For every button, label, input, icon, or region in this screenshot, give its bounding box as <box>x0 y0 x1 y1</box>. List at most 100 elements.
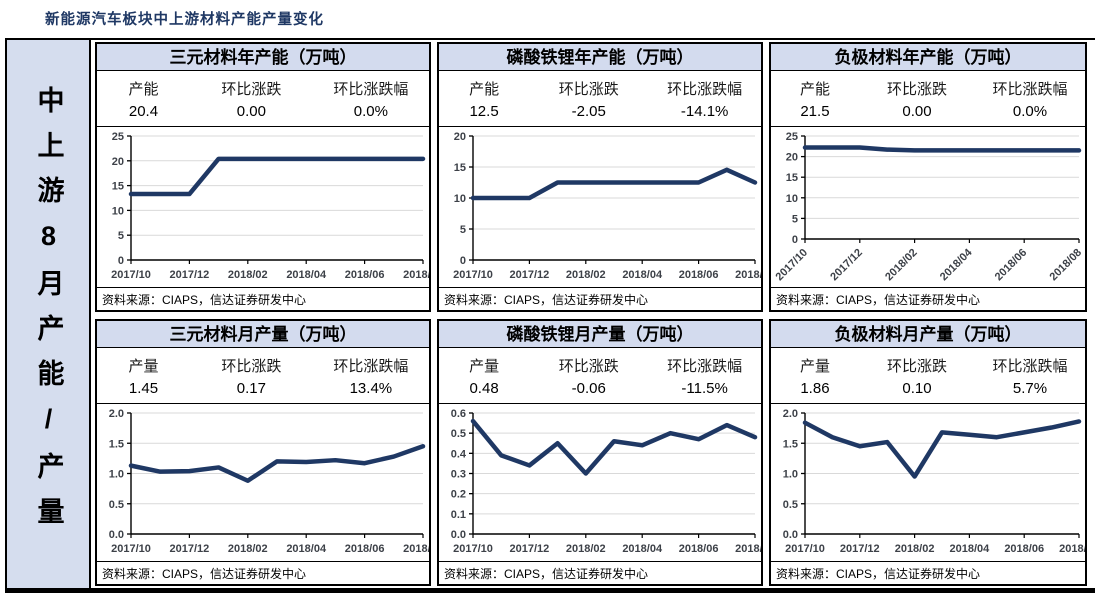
stat-metric-label: 产能 <box>469 81 500 99</box>
svg-text:5: 5 <box>792 214 798 226</box>
svg-text:0: 0 <box>118 255 124 267</box>
svg-text:2018/02: 2018/02 <box>228 269 268 281</box>
svg-text:2017/12: 2017/12 <box>510 269 550 281</box>
stat-metric-value: 21.5 <box>800 103 830 121</box>
panel-stats: 产能 环比涨跌 环比涨跌幅 21.5 0.00 0.0% <box>771 71 1085 128</box>
stat-pct-value: 0.0% <box>1012 103 1048 121</box>
panel-ternary-annual-capacity: 三元材料年产能（万吨） 产能 环比涨跌 环比涨跌幅 20.4 0.00 0.0%… <box>95 42 431 312</box>
svg-text:2018/08: 2018/08 <box>403 269 429 281</box>
stat-change-value: 0.00 <box>236 103 266 121</box>
svg-text:2017/10: 2017/10 <box>453 543 493 555</box>
stat-change-label: 环比涨跌 <box>886 358 947 376</box>
svg-text:0: 0 <box>460 255 466 267</box>
row-group-label: 中上游8月产能/产量 <box>33 86 64 542</box>
svg-text:1.5: 1.5 <box>109 439 124 451</box>
svg-text:2.0: 2.0 <box>783 408 798 420</box>
panel-stats: 产能 环比涨跌 环比涨跌幅 20.4 0.00 0.0% <box>97 71 429 128</box>
panel-lfp-annual-capacity: 磷酸铁锂年产能（万吨） 产能 环比涨跌 环比涨跌幅 12.5 -2.05 -14… <box>437 42 763 312</box>
stat-change-label: 环比涨跌 <box>221 81 282 99</box>
svg-text:0.2: 0.2 <box>451 489 466 501</box>
svg-text:0.1: 0.1 <box>451 509 466 521</box>
panel-anode-annual-capacity: 负极材料年产能（万吨） 产能 环比涨跌 环比涨跌幅 21.5 0.00 0.0%… <box>769 42 1087 312</box>
svg-text:2017/12: 2017/12 <box>828 247 865 284</box>
panel-stats: 产量 环比涨跌 环比涨跌幅 1.45 0.17 13.4% <box>97 348 429 405</box>
line-chart: 0.0 0.5 1.0 1.5 2.0 2017/10 2017/12 2018/02 2018… <box>97 404 429 561</box>
svg-text:15: 15 <box>786 172 798 184</box>
panel-stats: 产能 环比涨跌 环比涨跌幅 12.5 -2.05 -14.1% <box>439 71 761 128</box>
source-note: 资料来源：CIAPS，信达证券研发中心 <box>439 287 761 310</box>
stat-change-value: 0.17 <box>236 380 266 398</box>
stat-pct-value: -14.1% <box>680 103 729 121</box>
svg-text:0: 0 <box>792 234 798 246</box>
svg-text:2017/12: 2017/12 <box>510 543 550 555</box>
stat-metric-label: 产能 <box>128 81 159 99</box>
stat-metric-label: 产量 <box>469 358 500 376</box>
svg-text:1.5: 1.5 <box>783 439 798 451</box>
svg-text:2018/08: 2018/08 <box>403 543 429 555</box>
panel-lfp-monthly-output: 磷酸铁锂月产量（万吨） 产量 环比涨跌 环比涨跌幅 0.48 -0.06 -11… <box>437 319 763 586</box>
svg-text:25: 25 <box>112 131 124 143</box>
svg-text:0.5: 0.5 <box>451 428 466 440</box>
svg-text:1.0: 1.0 <box>783 469 798 481</box>
line-chart: 0 5 10 15 20 2017/10 2017/12 2018/02 2018/04 2018… <box>439 127 761 287</box>
svg-text:10: 10 <box>454 193 466 205</box>
line-chart: 0 5 10 15 20 25 2017/10 2017/12 2018/02 2018/04 20… <box>771 127 1085 287</box>
line-chart: 0.0 0.1 0.2 0.3 0.4 0.5 0.6 2017/10 2017/12 2018/… <box>439 404 761 561</box>
stat-metric-label: 产量 <box>799 358 830 376</box>
source-note: 资料来源：CIAPS，信达证券研发中心 <box>771 561 1085 584</box>
svg-text:20: 20 <box>786 152 798 164</box>
svg-text:1.0: 1.0 <box>109 469 124 481</box>
panel-stats: 产量 环比涨跌 环比涨跌幅 1.86 0.10 5.7% <box>771 348 1085 405</box>
stat-pct-label: 环比涨跌幅 <box>992 81 1068 99</box>
line-chart: 0 5 10 15 20 25 2017/10 2017/12 2018/02 2018/04 20… <box>97 127 429 287</box>
svg-text:5: 5 <box>118 230 124 242</box>
stat-metric-value: 12.5 <box>469 103 499 121</box>
source-note: 资料来源：CIAPS，信达证券研发中心 <box>97 561 429 584</box>
svg-text:2018/08: 2018/08 <box>735 269 761 281</box>
stat-change-value: -0.06 <box>571 380 606 398</box>
svg-text:2018/06: 2018/06 <box>345 543 385 555</box>
stat-metric-value: 1.45 <box>128 380 159 398</box>
page-title: 新能源汽车板块中上游材料产能产量变化 <box>45 12 324 28</box>
svg-text:2018/02: 2018/02 <box>228 543 268 555</box>
panel-title: 负极材料年产能（万吨） <box>771 44 1085 72</box>
svg-text:2017/10: 2017/10 <box>785 543 825 555</box>
stat-change-label: 环比涨跌 <box>886 81 947 99</box>
panel-title: 磷酸铁锂年产能（万吨） <box>439 44 761 72</box>
stat-pct-value: -11.5% <box>681 380 728 398</box>
panel-stats: 产量 环比涨跌 环比涨跌幅 0.48 -0.06 -11.5% <box>439 348 761 405</box>
stat-pct-value: 5.7% <box>1012 380 1048 398</box>
svg-text:2018/08: 2018/08 <box>1059 543 1085 555</box>
panel-title: 磷酸铁锂月产量（万吨） <box>439 321 761 349</box>
stat-change-label: 环比涨跌 <box>558 81 619 99</box>
line-chart: 0.0 0.5 1.0 1.5 2.0 2017/10 2017/12 2018/02 2018… <box>771 404 1085 561</box>
panel-ternary-monthly-output: 三元材料月产量（万吨） 产量 环比涨跌 环比涨跌幅 1.45 0.17 13.4… <box>95 319 431 586</box>
svg-text:2018/02: 2018/02 <box>883 247 920 284</box>
svg-text:2018/06: 2018/06 <box>993 247 1030 284</box>
svg-text:2018/06: 2018/06 <box>345 269 385 281</box>
panel-title: 负极材料月产量（万吨） <box>771 321 1085 349</box>
panel-anode-monthly-output: 负极材料月产量（万吨） 产量 环比涨跌 环比涨跌幅 1.86 0.10 5.7%… <box>769 319 1087 586</box>
svg-text:2018/02: 2018/02 <box>895 543 935 555</box>
svg-text:2017/12: 2017/12 <box>170 543 210 555</box>
source-note: 资料来源：CIAPS，信达证券研发中心 <box>97 287 429 310</box>
svg-text:0.5: 0.5 <box>783 499 798 511</box>
svg-text:15: 15 <box>454 162 466 174</box>
svg-text:2.0: 2.0 <box>109 408 124 420</box>
svg-text:2017/10: 2017/10 <box>774 247 811 284</box>
svg-text:2018/06: 2018/06 <box>679 543 719 555</box>
svg-text:25: 25 <box>786 131 798 143</box>
panel-title: 三元材料月产量（万吨） <box>97 321 429 349</box>
svg-text:2017/10: 2017/10 <box>111 269 151 281</box>
svg-text:0.6: 0.6 <box>451 408 466 420</box>
stat-metric-value: 0.48 <box>469 380 499 398</box>
stat-change-value: 0.10 <box>902 380 932 398</box>
report-board: 中上游8月产能/产量 三元材料年产能（万吨） 产能 环比涨跌 环比涨跌幅 20.… <box>5 38 1095 593</box>
svg-text:0.3: 0.3 <box>451 469 466 481</box>
svg-text:5: 5 <box>460 224 466 236</box>
stat-change-value: -2.05 <box>571 103 606 121</box>
svg-text:10: 10 <box>786 193 798 205</box>
stat-pct-label: 环比涨跌幅 <box>333 358 409 376</box>
source-note: 资料来源：CIAPS，信达证券研发中心 <box>771 287 1085 310</box>
svg-text:0.0: 0.0 <box>451 529 466 541</box>
